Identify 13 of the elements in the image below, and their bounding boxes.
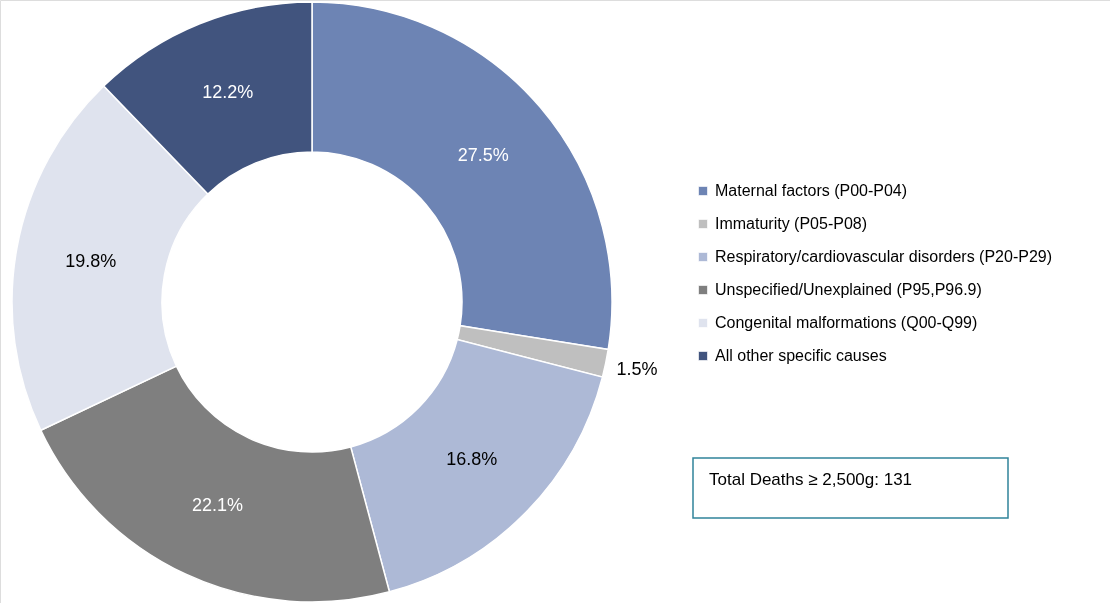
data-label: 12.2%	[202, 82, 254, 103]
data-label: 19.8%	[65, 250, 117, 271]
data-label: 1.5%	[616, 358, 658, 379]
text: Total Deaths ≥ 2,500g: 131	[709, 470, 913, 489]
legend-label: Congenital malformations (Q00-Q99)	[715, 314, 978, 331]
legend-label: Unspecified/Unexplained (P95,P96.9)	[715, 281, 982, 298]
data-label: 27.5%	[457, 145, 509, 166]
legend-label: Immaturity (P05-P08)	[715, 215, 868, 232]
data-label: 22.1%	[191, 495, 243, 516]
legend-label: Maternal factors (P00-P04)	[715, 182, 908, 199]
legend-label: Respiratory/cardiovascular disorders (P20-P29)	[715, 248, 1053, 265]
data-label: 16.8%	[446, 449, 498, 470]
legend-label: All other specific causes	[715, 347, 887, 364]
